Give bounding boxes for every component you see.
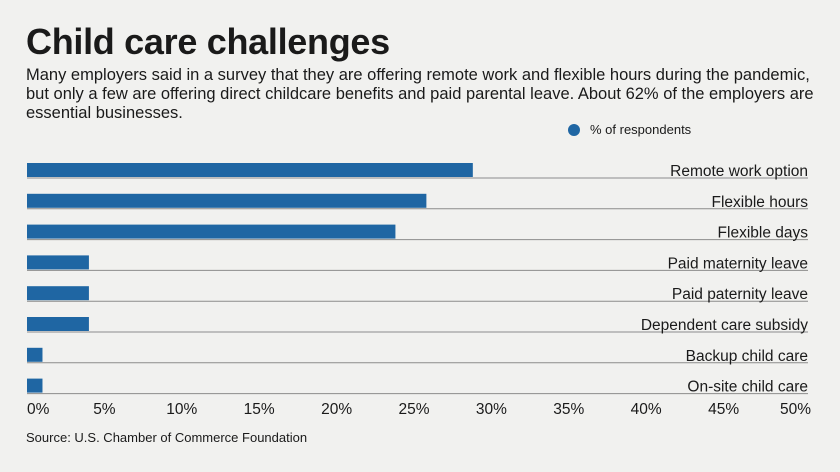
category-label: Flexible days xyxy=(718,225,809,242)
x-tick-label: 20% xyxy=(321,401,352,418)
legend-label: % of respondents xyxy=(590,122,692,137)
bar xyxy=(27,224,396,239)
legend-swatch xyxy=(568,123,580,136)
bar xyxy=(27,286,89,301)
category-label: Backup child care xyxy=(686,348,808,365)
x-tick-label: 5% xyxy=(93,401,116,418)
bar xyxy=(27,347,43,362)
category-label: Flexible hours xyxy=(712,194,809,211)
category-label: On-site child care xyxy=(687,379,808,396)
category-label: Paid maternity leave xyxy=(668,255,808,272)
x-tick-label: 35% xyxy=(553,401,584,418)
chart-title: Child care challenges xyxy=(26,21,390,62)
x-tick-label: 0% xyxy=(27,401,50,418)
chart-subtitle: Many employers said in a survey that the… xyxy=(26,66,814,122)
x-tick-label: 10% xyxy=(166,401,197,418)
x-tick-label: 40% xyxy=(631,401,662,418)
category-label: Remote work option xyxy=(670,163,808,180)
bar xyxy=(27,317,89,331)
x-tick-label: 15% xyxy=(244,401,275,418)
x-tick-label: 50% xyxy=(780,401,811,418)
legend: % of respondents xyxy=(568,122,691,137)
x-tick-label: 30% xyxy=(476,401,507,418)
category-label: Paid paternity leave xyxy=(672,286,808,303)
x-tick-label: 45% xyxy=(708,401,739,418)
bar xyxy=(27,378,43,393)
bar xyxy=(27,255,89,270)
bar xyxy=(27,163,473,177)
source-note: Source: U.S. Chamber of Commerce Foundat… xyxy=(26,430,308,445)
bar xyxy=(27,193,427,208)
x-tick-label: 25% xyxy=(398,401,429,418)
category-label: Dependent care subsidy xyxy=(641,317,808,334)
